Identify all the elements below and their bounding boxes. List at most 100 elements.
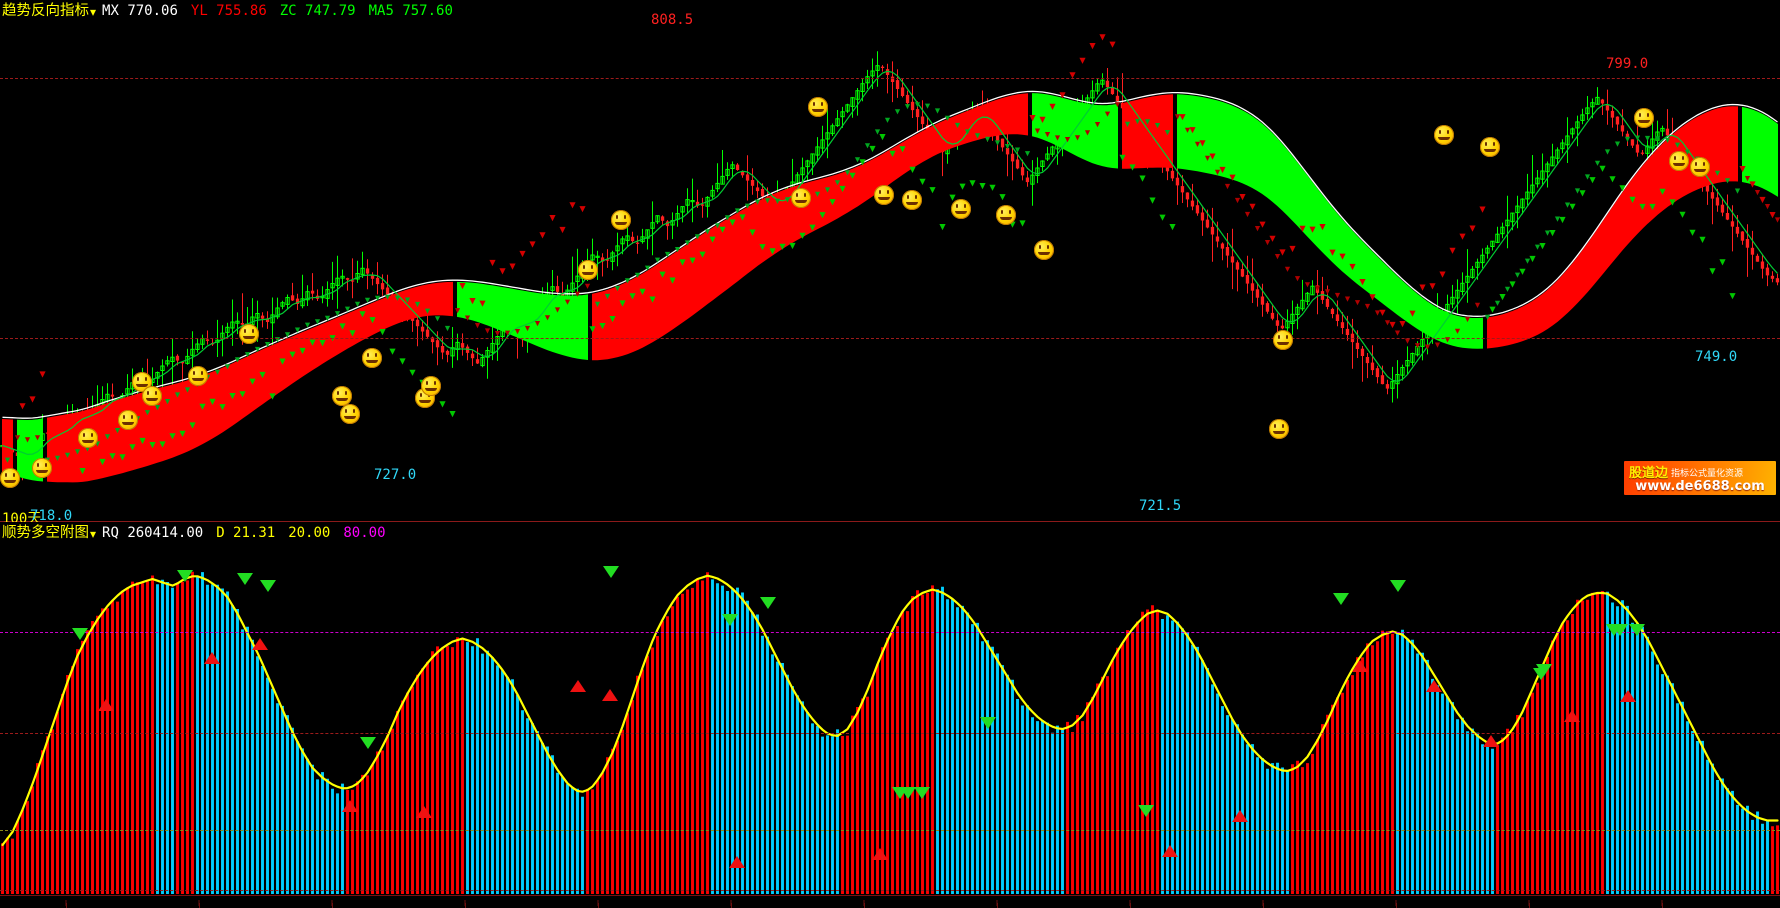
x-axis-tick xyxy=(598,903,599,908)
price-smiley-marker xyxy=(142,386,162,406)
indicator-sell-triangle-down-icon xyxy=(260,580,276,592)
x-axis-tick xyxy=(465,903,466,908)
indicator-bottom-dashed xyxy=(0,890,1780,891)
indicator-sell-triangle-down-icon xyxy=(900,787,916,799)
price-label-high2: 799.0 xyxy=(1606,56,1649,72)
readout-zc: ZC 747.79 xyxy=(279,3,356,19)
indicator-buy-triangle-up-icon xyxy=(570,680,586,692)
watermark-tagline: 指标公式量化资源 xyxy=(1671,469,1744,479)
price-chart-panel[interactable]: 趋势反向指标▾ MX 770.06 YL 755.86 ZC 747.79 MA5 75… xyxy=(0,0,1780,522)
price-chart-canvas xyxy=(0,34,1780,483)
indicator-buy-triangle-up-icon xyxy=(1483,735,1499,747)
x-axis-tick xyxy=(332,903,333,908)
indicator-sell-triangle-down-icon xyxy=(1536,664,1552,676)
x-axis-tick xyxy=(1263,903,1264,908)
indicator-panel-header: 顺势多空附图▾ RQ 260414.00 D 21.31 20.00 80.00 xyxy=(2,523,399,543)
price-gridline-1 xyxy=(0,78,1780,79)
x-axis-tick xyxy=(997,903,998,908)
price-smiley-marker xyxy=(1480,137,1500,157)
indicator-sell-triangle-down-icon xyxy=(1138,805,1154,817)
readout-mx: MX 770.06 xyxy=(102,3,178,19)
watermark-brand: 股道边 xyxy=(1629,466,1669,481)
price-label-low1: 727.0 xyxy=(374,467,417,483)
indicator-buy-triangle-up-icon xyxy=(1352,660,1368,672)
indicator-sell-triangle-down-icon xyxy=(177,570,193,582)
price-smiley-marker xyxy=(1634,108,1654,128)
readout-level-high: 80.00 xyxy=(343,525,386,541)
price-indicator-name[interactable]: 趋势反向指标 xyxy=(2,3,89,19)
indicator-sell-triangle-down-icon xyxy=(980,717,996,729)
indicator-sell-triangle-down-icon xyxy=(237,573,253,585)
price-label-low3: 718.0 xyxy=(30,508,73,522)
readout-d: D 21.31 xyxy=(216,525,276,541)
indicator-buy-triangle-up-icon xyxy=(1162,845,1178,857)
price-smiley-marker xyxy=(188,366,208,386)
indicator-sell-triangle-down-icon xyxy=(1629,624,1645,636)
site-watermark[interactable]: 股道边 指标公式量化资源 www.de6688.com xyxy=(1624,461,1776,495)
x-axis-tick xyxy=(864,903,865,908)
price-smiley-marker xyxy=(340,404,360,424)
price-label-period: 100天 xyxy=(2,511,42,522)
indicator-chart-panel[interactable]: 顺势多空附图▾ RQ 260414.00 D 21.31 20.00 80.00 xyxy=(0,522,1780,908)
indicator-baseline xyxy=(0,895,1780,896)
indicator-buy-triangle-up-icon xyxy=(872,848,888,860)
price-smiley-marker xyxy=(611,210,631,230)
price-dropdown-chevron-down-icon[interactable]: ▾ xyxy=(90,5,97,19)
indicator-level-80-line xyxy=(0,632,1780,633)
indicator-buy-triangle-up-icon xyxy=(204,652,220,664)
price-smiley-marker xyxy=(421,376,441,396)
indicator-sell-triangle-down-icon xyxy=(1612,624,1628,636)
price-label-last: 749.0 xyxy=(1695,349,1738,365)
x-axis-tick xyxy=(731,903,732,908)
indicator-level-20-line xyxy=(0,830,1780,831)
price-smiley-marker xyxy=(1690,157,1710,177)
indicator-dropdown-chevron-down-icon[interactable]: ▾ xyxy=(90,527,97,541)
x-axis-tick xyxy=(1529,903,1530,908)
price-smiley-marker xyxy=(808,97,828,117)
x-axis-tick xyxy=(1130,903,1131,908)
indicator-buy-triangle-up-icon xyxy=(342,800,358,812)
price-label-high: 808.5 xyxy=(651,12,694,28)
price-smiley-marker xyxy=(118,410,138,430)
price-smiley-marker xyxy=(1034,240,1054,260)
indicator-sell-triangle-down-icon xyxy=(722,614,738,626)
indicator-buy-triangle-up-icon xyxy=(1232,810,1248,822)
readout-rq: RQ 260414.00 xyxy=(102,525,204,541)
price-gridline-2 xyxy=(0,338,1780,339)
price-smiley-marker xyxy=(78,428,98,448)
indicator-sell-triangle-down-icon xyxy=(72,628,88,640)
price-smiley-marker xyxy=(578,260,598,280)
indicator-sell-triangle-down-icon xyxy=(914,787,930,799)
readout-yl: YL 755.86 xyxy=(190,3,267,19)
indicator-buy-triangle-up-icon xyxy=(602,689,618,701)
indicator-name[interactable]: 顺势多空附图 xyxy=(2,525,89,541)
price-smiley-marker xyxy=(874,185,894,205)
price-smiley-marker xyxy=(1434,125,1454,145)
indicator-buy-triangle-up-icon xyxy=(98,699,114,711)
price-smiley-marker xyxy=(239,324,259,344)
price-smiley-marker xyxy=(362,348,382,368)
readout-ma5: MA5 757.60 xyxy=(368,3,453,19)
price-smiley-marker xyxy=(1269,419,1289,439)
price-smiley-marker xyxy=(996,205,1016,225)
indicator-level-50-line xyxy=(0,733,1780,734)
indicator-buy-triangle-up-icon xyxy=(252,638,268,650)
indicator-chart-canvas xyxy=(1,571,1779,906)
price-smiley-marker xyxy=(332,386,352,406)
price-smiley-marker xyxy=(1669,151,1689,171)
indicator-buy-triangle-up-icon xyxy=(729,856,745,868)
price-smiley-marker xyxy=(1273,330,1293,350)
price-smiley-marker xyxy=(32,458,52,478)
indicator-buy-triangle-up-icon xyxy=(1564,710,1580,722)
panel-divider xyxy=(0,521,1780,522)
price-label-low2: 721.5 xyxy=(1139,498,1182,514)
readout-level-low: 20.00 xyxy=(288,525,331,541)
price-smiley-marker xyxy=(0,468,20,488)
x-axis-tick xyxy=(199,903,200,908)
indicator-buy-triangle-up-icon xyxy=(416,806,432,818)
indicator-buy-triangle-up-icon xyxy=(1620,690,1636,702)
indicator-sell-triangle-down-icon xyxy=(603,566,619,578)
x-axis-tick xyxy=(1662,903,1663,908)
price-smiley-marker xyxy=(902,190,922,210)
